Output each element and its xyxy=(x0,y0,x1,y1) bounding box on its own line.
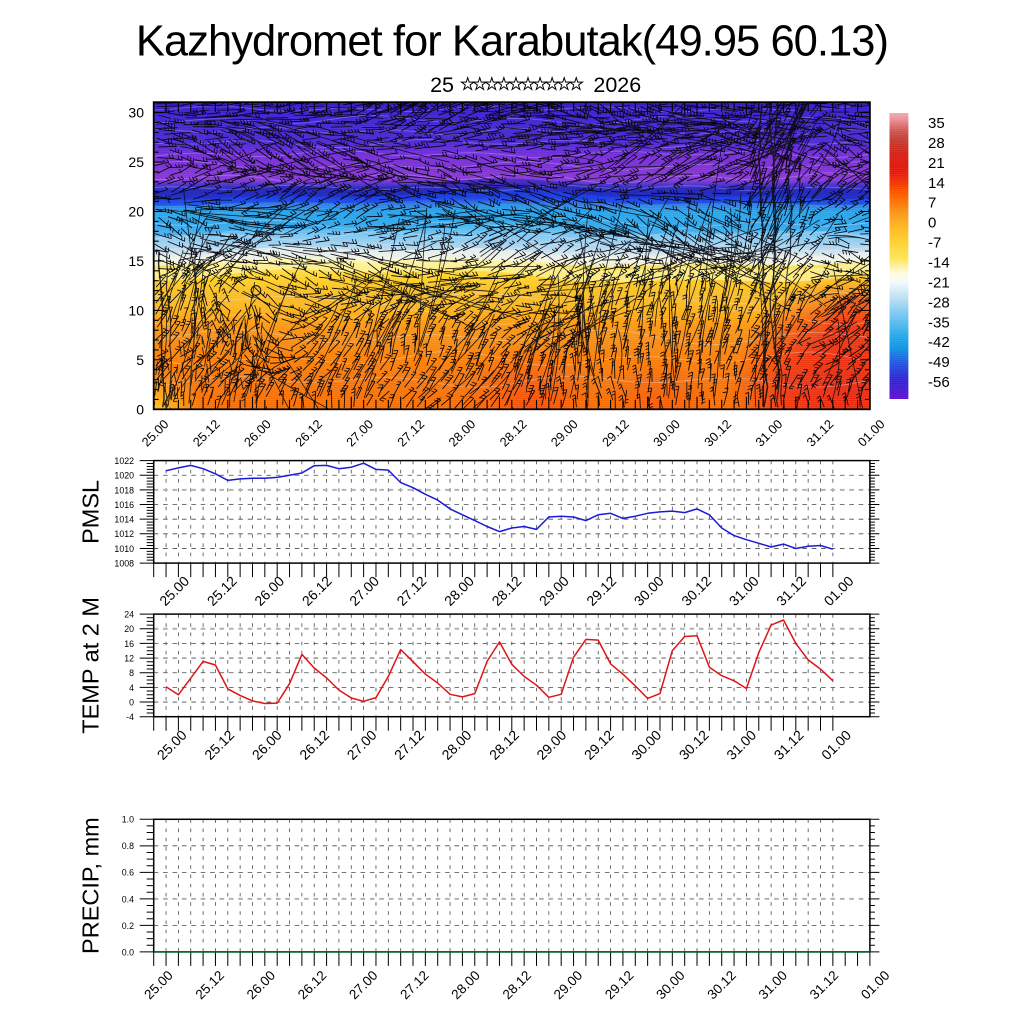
svg-text:1012: 1012 xyxy=(114,529,134,539)
svg-text:15: 15 xyxy=(128,253,144,269)
svg-text:TEMP at 2 M: TEMP at 2 M xyxy=(78,597,104,734)
svg-text:16: 16 xyxy=(124,639,134,649)
svg-text:20: 20 xyxy=(128,204,144,220)
svg-text:1010: 1010 xyxy=(114,544,134,554)
svg-text:-35: -35 xyxy=(928,314,950,331)
svg-text:-14: -14 xyxy=(928,255,950,272)
svg-text:24: 24 xyxy=(124,610,134,620)
svg-text:-49: -49 xyxy=(928,354,950,371)
svg-text:30: 30 xyxy=(128,105,144,121)
svg-text:25: 25 xyxy=(430,73,454,97)
svg-text:-4: -4 xyxy=(126,712,134,722)
svg-text:0: 0 xyxy=(928,215,936,232)
svg-text:0.0: 0.0 xyxy=(122,947,134,957)
svg-text:4: 4 xyxy=(129,683,134,693)
svg-text:-7: -7 xyxy=(928,235,941,252)
svg-text:1016: 1016 xyxy=(114,500,134,510)
svg-text:PMSL: PMSL xyxy=(78,480,104,544)
svg-text:14: 14 xyxy=(928,175,945,192)
svg-text:0: 0 xyxy=(129,697,134,707)
svg-text:8: 8 xyxy=(129,668,134,678)
svg-text:Kazhydromet for Karabutak(49.9: Kazhydromet for Karabutak(49.95 60.13) xyxy=(136,17,888,65)
svg-text:0: 0 xyxy=(136,401,144,417)
svg-text:-56: -56 xyxy=(928,374,950,391)
svg-text:21: 21 xyxy=(928,155,945,172)
svg-text:1.0: 1.0 xyxy=(122,815,134,825)
svg-text:0.6: 0.6 xyxy=(122,868,134,878)
svg-text:2026: 2026 xyxy=(593,73,641,97)
svg-text:1014: 1014 xyxy=(114,515,134,525)
svg-text:-21: -21 xyxy=(928,274,950,291)
svg-text:7: 7 xyxy=(928,195,936,212)
svg-text:12: 12 xyxy=(124,654,134,664)
svg-text:10: 10 xyxy=(128,302,144,318)
svg-text:1008: 1008 xyxy=(114,559,134,569)
svg-text:-28: -28 xyxy=(928,294,950,311)
svg-text:PRECIP, mm: PRECIP, mm xyxy=(78,817,104,954)
svg-text:35: 35 xyxy=(928,115,945,132)
svg-text:0.2: 0.2 xyxy=(122,921,134,931)
svg-text:-42: -42 xyxy=(928,334,950,351)
svg-text:5: 5 xyxy=(136,352,144,368)
svg-text:25: 25 xyxy=(128,154,144,170)
svg-text:28: 28 xyxy=(928,135,945,152)
svg-text:0.4: 0.4 xyxy=(122,894,134,904)
svg-text:1020: 1020 xyxy=(114,471,134,481)
svg-text:1018: 1018 xyxy=(114,485,134,495)
svg-text:0.8: 0.8 xyxy=(122,841,134,851)
svg-text:1022: 1022 xyxy=(114,456,134,466)
svg-text:20: 20 xyxy=(124,624,134,634)
